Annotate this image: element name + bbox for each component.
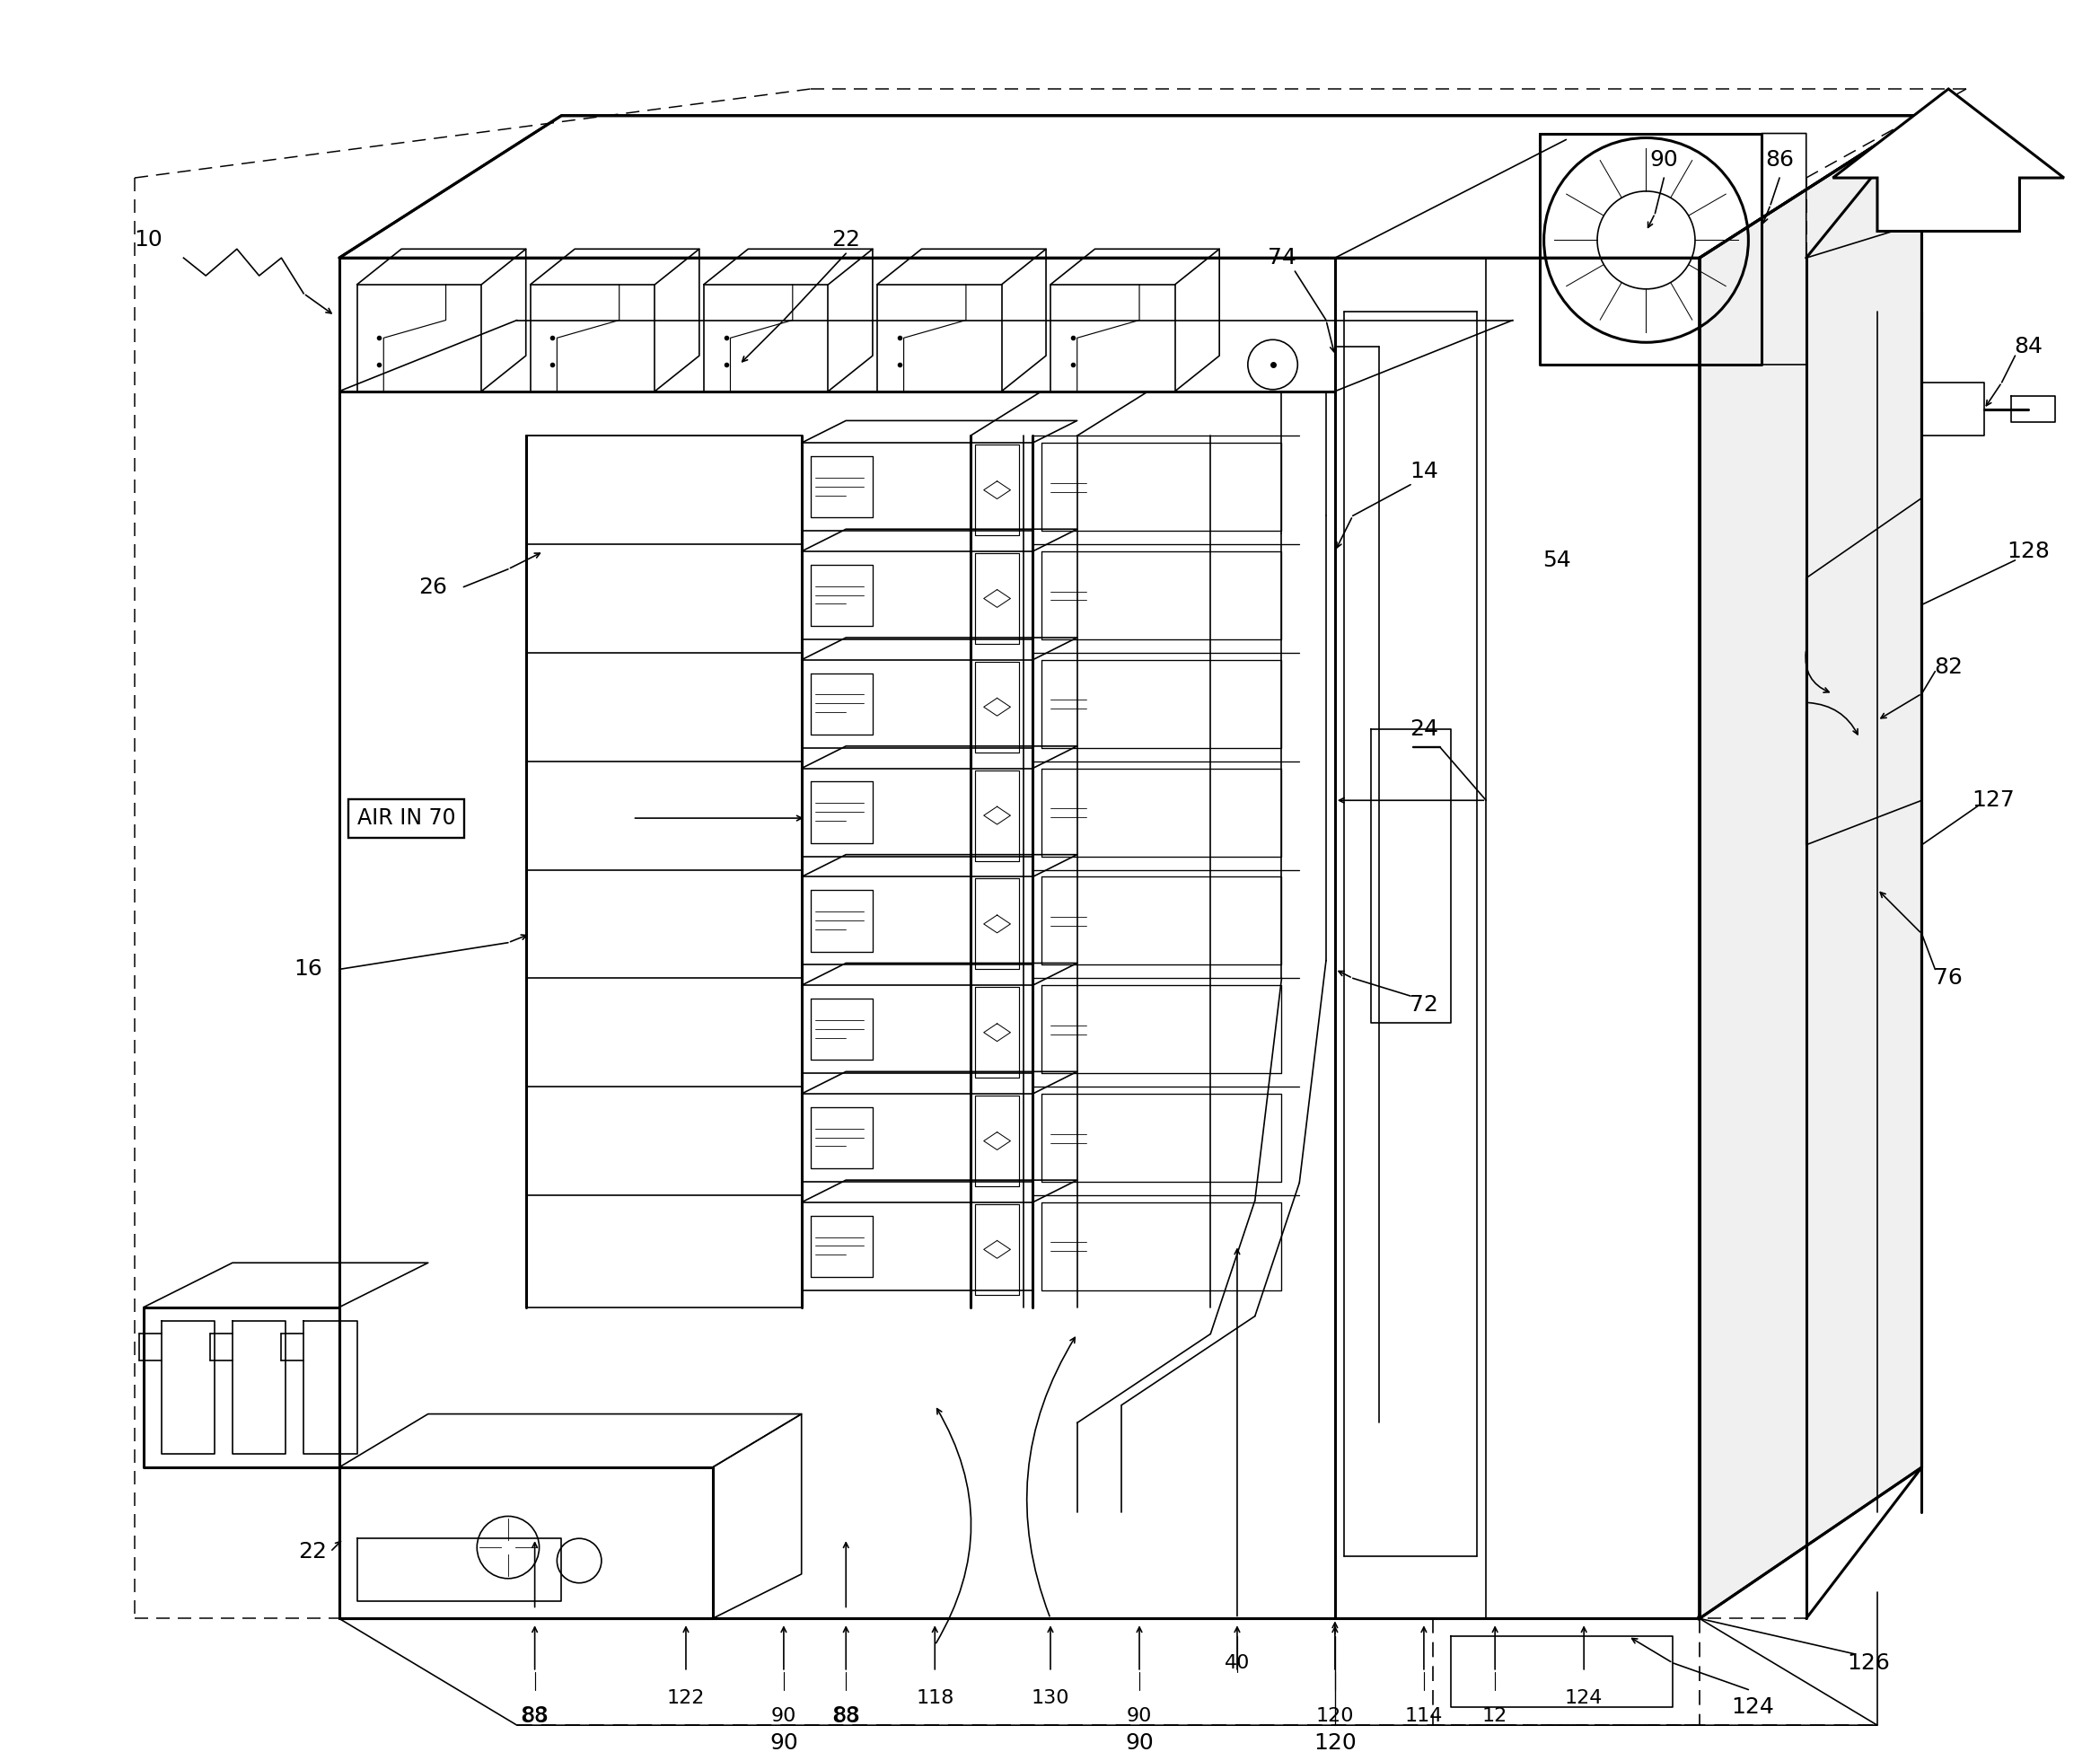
Text: 90: 90	[771, 1708, 796, 1726]
Text: 124: 124	[1730, 1696, 1774, 1719]
Text: 90: 90	[1126, 1733, 1153, 1752]
Text: 88: 88	[832, 1705, 861, 1727]
Text: 114: 114	[1405, 1708, 1443, 1726]
Text: 40: 40	[1224, 1654, 1250, 1671]
Text: 10: 10	[134, 230, 162, 251]
Text: 88: 88	[834, 1708, 859, 1726]
Text: 14: 14	[1409, 461, 1439, 482]
Text: 90: 90	[1651, 149, 1678, 172]
Text: 22: 22	[298, 1542, 328, 1563]
Text: 127: 127	[1972, 790, 2014, 811]
Text: 90: 90	[1126, 1708, 1153, 1726]
Polygon shape	[1699, 116, 1922, 1619]
Text: 72: 72	[1409, 993, 1439, 1016]
Text: 124: 124	[1565, 1689, 1602, 1708]
Text: 22: 22	[832, 230, 861, 251]
Text: 128: 128	[2008, 541, 2050, 562]
Text: 120: 120	[1312, 1733, 1357, 1752]
Text: 130: 130	[1031, 1689, 1069, 1708]
Text: 82: 82	[1934, 657, 1964, 678]
Text: 88: 88	[523, 1708, 548, 1726]
Text: 88: 88	[521, 1705, 548, 1727]
Text: 16: 16	[294, 958, 321, 979]
Polygon shape	[1833, 89, 2064, 231]
Text: 84: 84	[2014, 336, 2043, 357]
Text: 76: 76	[1934, 967, 1964, 988]
Text: 86: 86	[1766, 149, 1793, 172]
Text: 12: 12	[1483, 1708, 1508, 1726]
Text: 54: 54	[1544, 550, 1571, 571]
Text: 26: 26	[418, 576, 447, 597]
Text: 122: 122	[668, 1689, 706, 1708]
Text: AIR IN 70: AIR IN 70	[357, 808, 456, 829]
Text: 24: 24	[1409, 718, 1439, 739]
Text: 90: 90	[769, 1733, 798, 1752]
Text: 118: 118	[916, 1689, 953, 1708]
Text: 74: 74	[1266, 247, 1296, 268]
Text: 120: 120	[1317, 1708, 1355, 1726]
Polygon shape	[340, 116, 1922, 258]
Text: 126: 126	[1846, 1652, 1890, 1673]
